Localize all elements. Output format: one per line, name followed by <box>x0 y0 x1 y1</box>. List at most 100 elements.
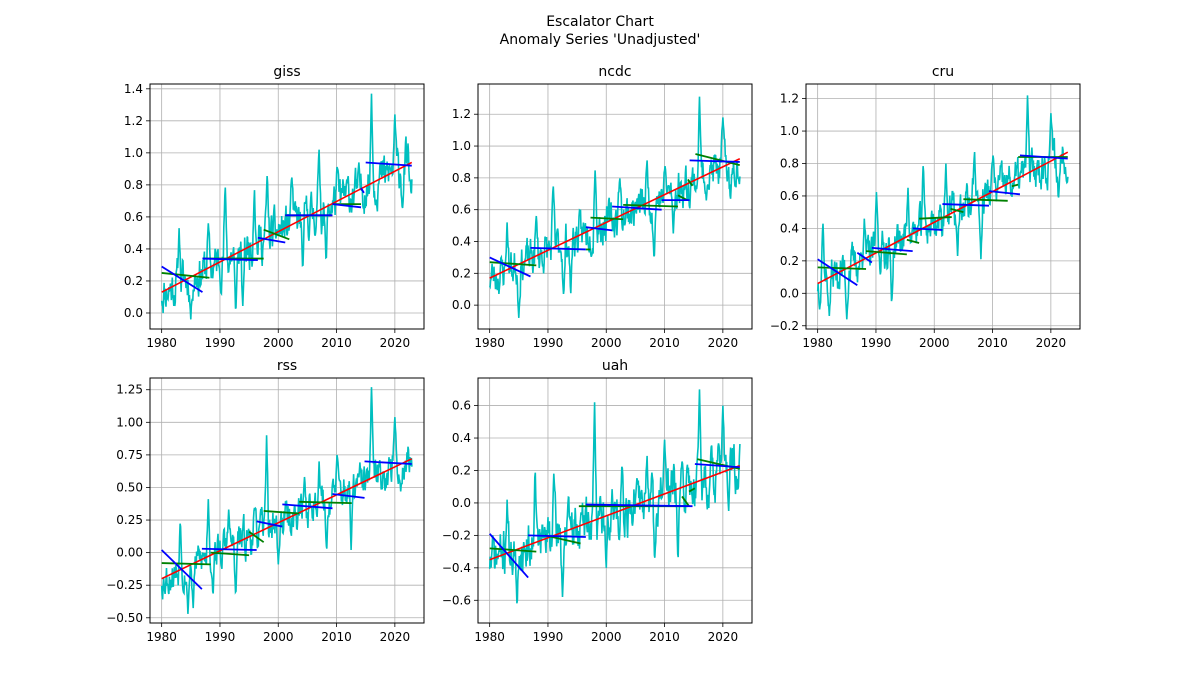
blue-step-segment <box>530 246 586 251</box>
x-tick-label: 1980 <box>474 336 505 350</box>
y-tick-label: 0.8 <box>780 157 799 171</box>
y-tick-label: 1.0 <box>452 139 471 153</box>
subplot-ncdc: ncdc 1980 1990 2000 2010 2020 0.0 0.2 0.4 0.6 0.8 1… <box>452 64 753 350</box>
green-step-segment <box>248 531 265 543</box>
y-tick-label: 0.75 <box>116 448 143 462</box>
green-step-segment <box>489 547 537 553</box>
subplot-giss: giss 1980 1990 2000 2010 2020 0.0 0.2 0.4 0.6 0.8 1… <box>124 64 425 350</box>
blue-step-segment <box>585 503 693 508</box>
y-tick-label: 0.6 <box>452 399 471 413</box>
linear-trend-line <box>489 464 741 561</box>
figure-title-line1: Escalator Chart <box>546 14 654 30</box>
y-tick-label: −0.2 <box>770 319 799 333</box>
figure-title-line2: Anomaly Series 'Unadjusted' <box>500 32 701 48</box>
green-step-segment <box>865 250 907 256</box>
blue-step-segment <box>161 549 203 590</box>
green-step-segment <box>623 204 678 208</box>
blue-step-segment <box>365 161 412 167</box>
x-tick-label: 2010 <box>649 630 680 644</box>
blue-step-segment <box>912 227 943 231</box>
y-tick-label: 0.2 <box>780 254 799 268</box>
y-tick-label: 0.4 <box>124 242 143 256</box>
blue-step-segment <box>201 547 257 551</box>
x-tick-label: 2010 <box>321 336 352 350</box>
blue-step-segment <box>332 493 365 499</box>
anomaly-series-line <box>488 96 741 318</box>
linear-trend-line <box>161 458 413 580</box>
x-tick-label: 2020 <box>708 336 739 350</box>
x-tick-label: 2000 <box>591 336 622 350</box>
subplot-cru: cru 1980 1990 2000 2010 2020 −0.2 0.0 0.2 0.4 0.6 0… <box>770 64 1081 350</box>
x-tick-label: 2020 <box>380 336 411 350</box>
x-tick-label: 2020 <box>708 630 739 644</box>
axes-frame <box>477 377 753 624</box>
y-tick-label: 0.6 <box>780 189 799 203</box>
axes-frame <box>149 83 425 330</box>
y-tick-label: 0.0 <box>124 306 143 320</box>
y-tick-label: −0.50 <box>106 611 143 625</box>
green-step-segment <box>263 228 290 241</box>
blue-step-segment <box>364 460 412 465</box>
blue-step-segment <box>202 257 258 262</box>
green-step-segment <box>687 178 694 187</box>
y-tick-label: −0.2 <box>442 528 471 542</box>
blue-step-segment <box>256 520 283 528</box>
y-tick-label: 0.8 <box>452 171 471 185</box>
green-step-segment <box>263 510 300 515</box>
blue-step-segment <box>360 187 365 194</box>
green-step-segment <box>817 266 867 270</box>
blue-step-segment <box>489 256 531 278</box>
y-tick-label: 0.00 <box>116 546 143 560</box>
plot-area <box>488 96 741 318</box>
y-tick-label: 0.6 <box>124 210 143 224</box>
blue-step-segment <box>612 205 662 211</box>
subplot-title: rss <box>277 358 297 374</box>
plot-area <box>160 387 413 614</box>
subplot-title: ncdc <box>598 64 631 80</box>
x-tick-label: 2020 <box>1036 336 1067 350</box>
blue-step-segment <box>988 190 1021 196</box>
y-tick-label: −0.6 <box>442 593 471 607</box>
green-step-segment <box>489 261 537 267</box>
x-tick-label: 1980 <box>146 336 177 350</box>
green-step-segment <box>1011 183 1019 188</box>
green-step-segment <box>950 208 964 214</box>
y-tick-label: −0.25 <box>106 578 143 592</box>
y-tick-label: 1.0 <box>780 124 799 138</box>
y-tick-label: 1.2 <box>452 107 471 121</box>
green-step-segment <box>681 495 690 507</box>
blue-step-segment <box>694 463 740 469</box>
blue-step-segment <box>332 203 362 209</box>
y-tick-label: 0.2 <box>452 266 471 280</box>
y-tick-label: 0.0 <box>452 298 471 312</box>
y-tick-label: 0.6 <box>452 203 471 217</box>
blue-step-segment <box>282 503 333 510</box>
y-tick-label: 1.4 <box>124 82 143 96</box>
subplot-title: cru <box>932 64 954 80</box>
green-step-segment <box>695 153 740 167</box>
x-tick-label: 1990 <box>533 336 564 350</box>
x-tick-label: 2000 <box>263 630 294 644</box>
blue-step-segment <box>488 533 529 579</box>
green-step-segment <box>963 198 1008 202</box>
x-tick-label: 1980 <box>802 336 833 350</box>
axes-frame <box>477 83 753 330</box>
x-tick-label: 2020 <box>380 630 411 644</box>
subplot-title: uah <box>602 358 628 374</box>
x-tick-label: 1990 <box>205 630 236 644</box>
blue-step-segment <box>856 251 873 264</box>
y-tick-label: 1.0 <box>124 146 143 160</box>
axes-frame <box>149 377 425 624</box>
anomaly-series-line <box>488 389 741 604</box>
x-tick-label: 2010 <box>649 336 680 350</box>
y-tick-label: 0.25 <box>116 513 143 527</box>
linear-trend-line <box>161 161 413 293</box>
subplot-rss: rss 1980 1990 2000 2010 2020 −0.50 −0.25 0.00 0.2… <box>106 358 425 644</box>
y-tick-label: 0.8 <box>124 178 143 192</box>
axes-frame <box>805 83 1081 330</box>
blue-step-segment <box>817 258 858 286</box>
x-tick-label: 1990 <box>861 336 892 350</box>
subplot-uah: uah 1980 1990 2000 2010 2020 −0.6 −0.4 −0.2 0.0 0.… <box>442 358 753 644</box>
blue-step-segment <box>528 534 586 538</box>
